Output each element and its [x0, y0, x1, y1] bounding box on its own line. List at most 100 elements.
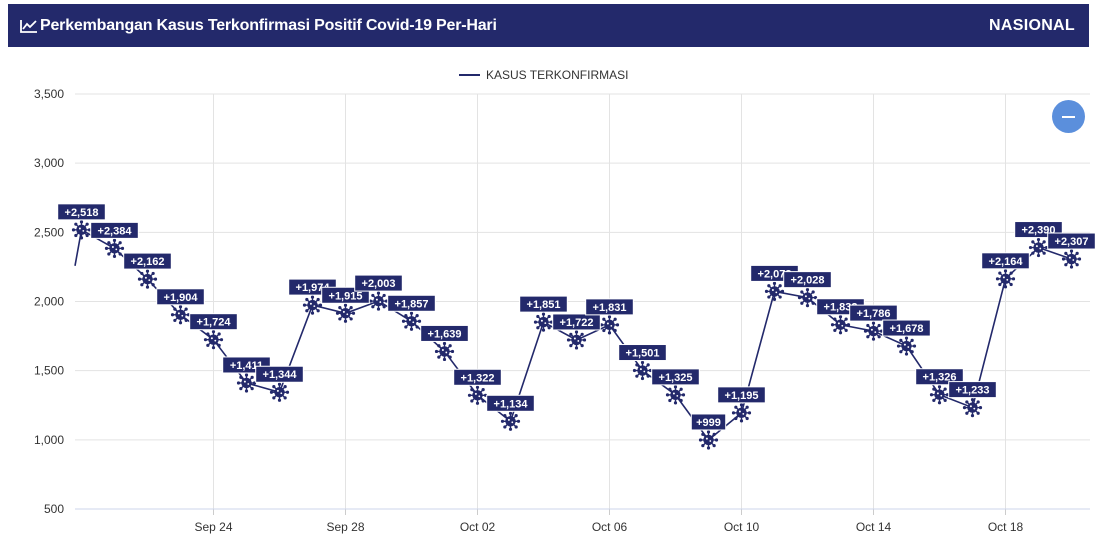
svg-text:+2,307: +2,307 — [1055, 236, 1089, 248]
virus-icon[interactable] — [962, 398, 983, 418]
virus-icon[interactable] — [764, 281, 785, 302]
svg-text:+2,390: +2,390 — [1022, 225, 1056, 237]
data-labels: +2,518+2,384+2,162+1,904+1,724+1,411+1,3… — [57, 203, 1096, 431]
virus-icon[interactable] — [731, 403, 752, 423]
svg-text:+2,164: +2,164 — [989, 256, 1024, 268]
data-label: +1,326 — [915, 368, 964, 386]
svg-text:+1,724: +1,724 — [197, 317, 232, 329]
virus-icon[interactable] — [830, 315, 851, 335]
legend-label[interactable]: KASUS TERKONFIRMASI — [486, 68, 628, 82]
virus-icon[interactable] — [467, 385, 488, 405]
virus-icon[interactable] — [302, 295, 323, 315]
svg-text:+1,233: +1,233 — [956, 385, 990, 397]
svg-text:+1,411: +1,411 — [230, 360, 263, 372]
y-tick-label: 1,500 — [34, 364, 64, 378]
data-label: +2,164 — [981, 252, 1030, 270]
data-label: +1,832 — [816, 298, 865, 316]
grid — [75, 93, 1090, 510]
svg-text:+1,325: +1,325 — [659, 372, 693, 384]
svg-text:+2,384: +2,384 — [98, 225, 133, 237]
y-tick-label: 500 — [44, 502, 64, 516]
data-label: +2,003 — [354, 274, 403, 292]
y-axis: 500 1,000 1,500 2,000 2,500 3,000 3,500 — [34, 87, 64, 516]
virus-icon[interactable] — [665, 385, 686, 405]
virus-icon[interactable] — [929, 385, 950, 405]
virus-icon[interactable] — [500, 411, 521, 431]
virus-icon[interactable] — [335, 303, 356, 323]
virus-icon[interactable] — [566, 330, 587, 350]
data-label: +1,904 — [156, 288, 205, 306]
virus-icon[interactable] — [632, 360, 653, 381]
y-tick-label: 1,000 — [34, 433, 64, 447]
virus-icon[interactable] — [797, 288, 818, 308]
virus-icon[interactable] — [533, 312, 554, 332]
virus-icon[interactable] — [434, 341, 455, 362]
x-tick-label: Oct 18 — [988, 520, 1024, 534]
data-label: +1,722 — [552, 313, 601, 331]
x-tick-label: Oct 10 — [724, 520, 760, 534]
data-label: +1,857 — [387, 294, 436, 312]
data-label: +1,786 — [849, 304, 898, 322]
region-label: NASIONAL — [989, 17, 1075, 34]
svg-text:+1,832: +1,832 — [824, 302, 858, 314]
data-label: +2,028 — [783, 271, 832, 289]
virus-icon[interactable] — [698, 430, 719, 450]
data-label: +1,831 — [585, 298, 634, 316]
svg-text:+2,073: +2,073 — [758, 268, 792, 280]
svg-text:+1,904: +1,904 — [164, 292, 199, 304]
x-tick-label: Oct 14 — [856, 520, 892, 534]
data-label: +1,724 — [189, 313, 238, 331]
virus-icon[interactable] — [896, 336, 917, 356]
chart-area: 500 1,000 1,500 2,000 2,500 3,000 3,500 Sep 24… — [0, 48, 1097, 546]
virus-icon[interactable] — [863, 321, 884, 341]
y-tick-label: 2,500 — [34, 225, 64, 239]
virus-icon[interactable] — [401, 311, 422, 331]
zoom-out-button[interactable] — [1052, 100, 1085, 133]
virus-icon[interactable] — [170, 305, 191, 325]
virus-icon[interactable] — [137, 269, 158, 289]
virus-icon[interactable] — [368, 291, 389, 311]
virus-icon[interactable] — [1028, 237, 1049, 258]
svg-text:+1,501: +1,501 — [626, 348, 660, 360]
data-label: +1,639 — [420, 324, 469, 342]
y-tick-label: 3,500 — [34, 87, 64, 101]
virus-icon[interactable] — [71, 220, 92, 240]
virus-icon[interactable] — [599, 315, 620, 335]
svg-text:+1,851: +1,851 — [527, 299, 561, 311]
svg-text:+999: +999 — [696, 417, 721, 429]
x-axis: Sep 24 Sep 28 Oct 02 Oct 06 Oct 10 Oct 14 Oct … — [75, 508, 1090, 534]
data-label: +1,851 — [519, 295, 568, 313]
svg-text:+2,518: +2,518 — [65, 207, 99, 219]
data-label: +2,162 — [123, 252, 172, 270]
data-label: +999 — [690, 413, 727, 431]
svg-text:+1,915: +1,915 — [329, 290, 363, 302]
virus-icon[interactable] — [1061, 249, 1082, 269]
y-tick-label: 2,000 — [34, 295, 64, 309]
svg-text:+1,678: +1,678 — [890, 323, 924, 335]
minus-icon — [1062, 116, 1075, 118]
virus-icon[interactable] — [269, 382, 290, 402]
virus-icon[interactable] — [236, 373, 257, 393]
svg-text:+1,195: +1,195 — [725, 390, 759, 402]
virus-icon[interactable] — [203, 330, 224, 350]
line-chart-icon — [20, 19, 37, 33]
virus-icon[interactable] — [995, 269, 1016, 289]
svg-text:+1,322: +1,322 — [461, 372, 495, 384]
series-markers — [71, 220, 1082, 450]
data-label: +1,195 — [717, 386, 766, 404]
data-label: +2,307 — [1047, 232, 1096, 250]
data-label: +1,233 — [948, 381, 997, 399]
y-tick-label: 3,000 — [34, 156, 64, 170]
svg-text:+1,786: +1,786 — [857, 308, 891, 320]
svg-text:+2,003: +2,003 — [362, 278, 396, 290]
data-label: +1,322 — [453, 368, 502, 386]
svg-text:+1,344: +1,344 — [263, 369, 298, 381]
legend[interactable]: KASUS TERKONFIRMASI — [459, 68, 628, 82]
svg-text:+2,028: +2,028 — [791, 275, 825, 287]
svg-text:+1,857: +1,857 — [395, 298, 429, 310]
x-tick-label: Oct 06 — [592, 520, 628, 534]
chart-header: Perkembangan Kasus Terkonfirmasi Positif… — [8, 4, 1089, 47]
line-chart: 500 1,000 1,500 2,000 2,500 3,000 3,500 Sep 24… — [34, 68, 1096, 534]
virus-icon[interactable] — [104, 238, 125, 258]
data-label: +2,518 — [57, 203, 106, 221]
